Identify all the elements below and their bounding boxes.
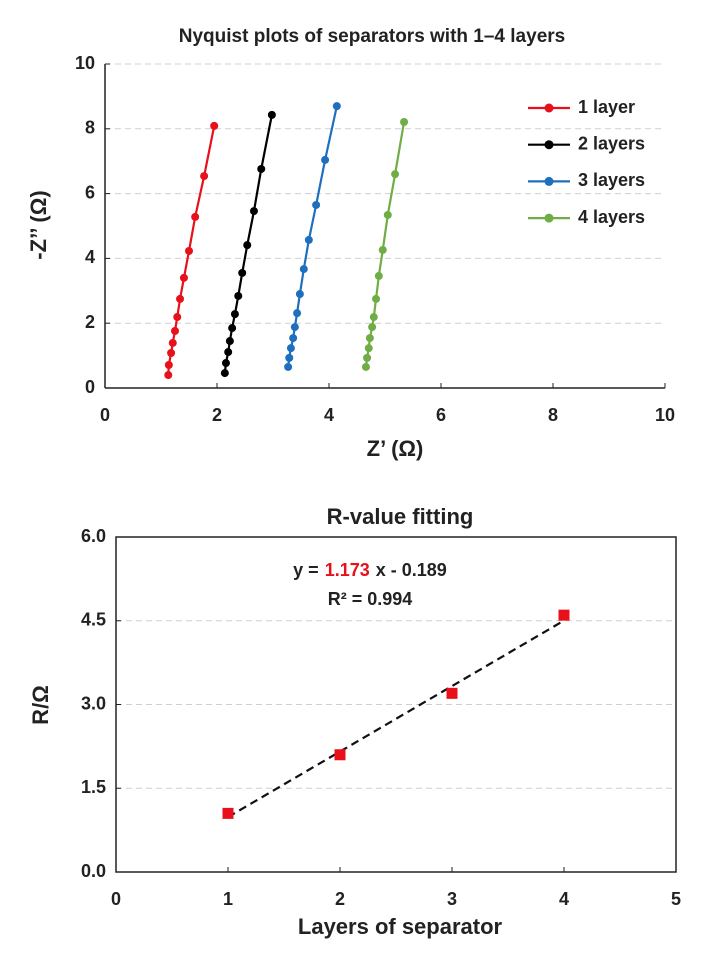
chart-title: R-value fitting xyxy=(327,504,474,529)
legend-marker xyxy=(544,176,554,186)
marker xyxy=(290,323,299,332)
marker xyxy=(372,294,381,303)
x-tick-label: 6 xyxy=(436,405,446,425)
marker xyxy=(225,337,234,346)
marker xyxy=(304,235,313,244)
marker xyxy=(289,334,298,343)
x-tick-label: 2 xyxy=(212,405,222,425)
chart-title: Nyquist plots of separators with 1–4 lay… xyxy=(179,26,565,47)
marker xyxy=(299,265,308,274)
marker xyxy=(185,246,193,255)
marker xyxy=(293,309,302,318)
x-tick-label: 2 xyxy=(335,889,345,909)
marker xyxy=(334,749,346,761)
marker xyxy=(200,172,209,181)
equation-prefix: y = xyxy=(293,560,319,580)
marker xyxy=(228,324,237,333)
marker xyxy=(368,323,377,332)
marker xyxy=(378,245,387,254)
marker xyxy=(365,334,374,343)
legend-marker xyxy=(544,213,554,223)
y-tick-label: 6 xyxy=(85,182,95,202)
y-tick-label: 8 xyxy=(85,118,95,138)
legend-label: 1 layer xyxy=(578,97,635,117)
x-tick-label: 1 xyxy=(223,889,233,909)
marker xyxy=(369,313,378,322)
y-tick-label: 0.0 xyxy=(81,861,106,881)
marker xyxy=(285,353,294,362)
r-squared: R² = 0.994 xyxy=(328,589,413,609)
marker xyxy=(210,121,219,130)
x-tick-label: 8 xyxy=(548,405,558,425)
marker xyxy=(179,273,188,282)
marker xyxy=(221,359,230,368)
marker xyxy=(446,687,458,699)
legend-marker xyxy=(544,140,554,150)
legend-label: 3 layers xyxy=(578,170,645,190)
legend-label: 4 layers xyxy=(578,207,645,227)
marker xyxy=(391,170,400,179)
y-tick-label: 6.0 xyxy=(81,526,106,546)
fit-equation: y = 1.173 x - 0.189 xyxy=(293,560,447,580)
y-tick-label: 1.5 xyxy=(81,777,106,797)
legend-marker xyxy=(544,103,554,113)
marker xyxy=(383,210,392,219)
x-tick-label: 0 xyxy=(100,405,110,425)
marker xyxy=(332,102,341,111)
intercept: x - 0.189 xyxy=(376,560,447,580)
x-axis-label: Z’ (Ω) xyxy=(367,436,424,461)
marker xyxy=(168,338,177,347)
y-tick-label: 2 xyxy=(85,312,95,332)
y-tick-label: 4.5 xyxy=(81,610,106,630)
marker xyxy=(374,271,383,280)
x-tick-label: 4 xyxy=(559,889,569,909)
plot-frame xyxy=(115,536,677,873)
marker xyxy=(267,110,276,119)
y-tick-label: 3.0 xyxy=(81,693,106,713)
x-tick-label: 3 xyxy=(447,889,457,909)
marker xyxy=(558,609,570,621)
marker xyxy=(234,291,243,300)
y-axis-label: R/Ω xyxy=(28,685,53,725)
marker xyxy=(222,807,234,819)
x-tick-label: 0 xyxy=(111,889,121,909)
marker xyxy=(171,326,179,335)
y-axis-label: -Z’’ (Ω) xyxy=(26,190,51,259)
x-axis-label: Layers of separator xyxy=(298,914,503,939)
marker xyxy=(286,344,295,353)
marker xyxy=(164,371,173,380)
marker xyxy=(295,290,304,299)
fit-line xyxy=(227,619,565,819)
marker xyxy=(257,164,266,173)
x-tick-label: 10 xyxy=(655,405,675,425)
marker xyxy=(176,294,185,303)
marker xyxy=(164,360,173,369)
marker xyxy=(400,117,409,126)
marker xyxy=(224,348,233,357)
marker xyxy=(312,200,321,209)
y-tick-label: 4 xyxy=(85,247,95,267)
marker xyxy=(173,313,182,322)
marker xyxy=(238,268,247,277)
x-tick-label: 5 xyxy=(671,889,681,909)
y-tick-label: 0 xyxy=(85,377,95,397)
marker xyxy=(363,353,372,362)
y-tick-label: 10 xyxy=(75,53,95,73)
marker xyxy=(220,369,229,378)
marker xyxy=(361,362,370,371)
slope: 1.173 xyxy=(325,560,370,580)
marker xyxy=(191,212,200,221)
legend-label: 2 layers xyxy=(578,133,645,153)
marker xyxy=(167,349,176,358)
marker xyxy=(364,344,373,353)
marker xyxy=(284,362,293,371)
marker xyxy=(243,241,252,250)
marker xyxy=(230,310,239,319)
marker xyxy=(321,155,330,164)
marker xyxy=(249,207,258,216)
x-tick-label: 4 xyxy=(324,405,334,425)
